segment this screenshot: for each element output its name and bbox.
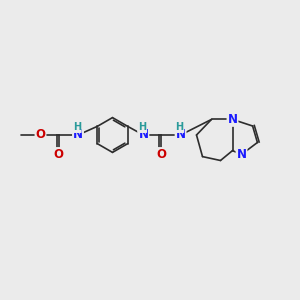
Text: N: N	[236, 148, 247, 161]
Text: O: O	[35, 128, 46, 142]
Text: H: H	[175, 122, 184, 132]
Text: N: N	[138, 128, 148, 142]
Text: O: O	[156, 148, 167, 161]
Text: N: N	[176, 128, 186, 142]
Text: N: N	[227, 113, 238, 126]
Text: N: N	[73, 128, 83, 142]
Text: O: O	[53, 148, 64, 161]
Text: H: H	[138, 122, 146, 132]
Text: H: H	[73, 122, 81, 132]
